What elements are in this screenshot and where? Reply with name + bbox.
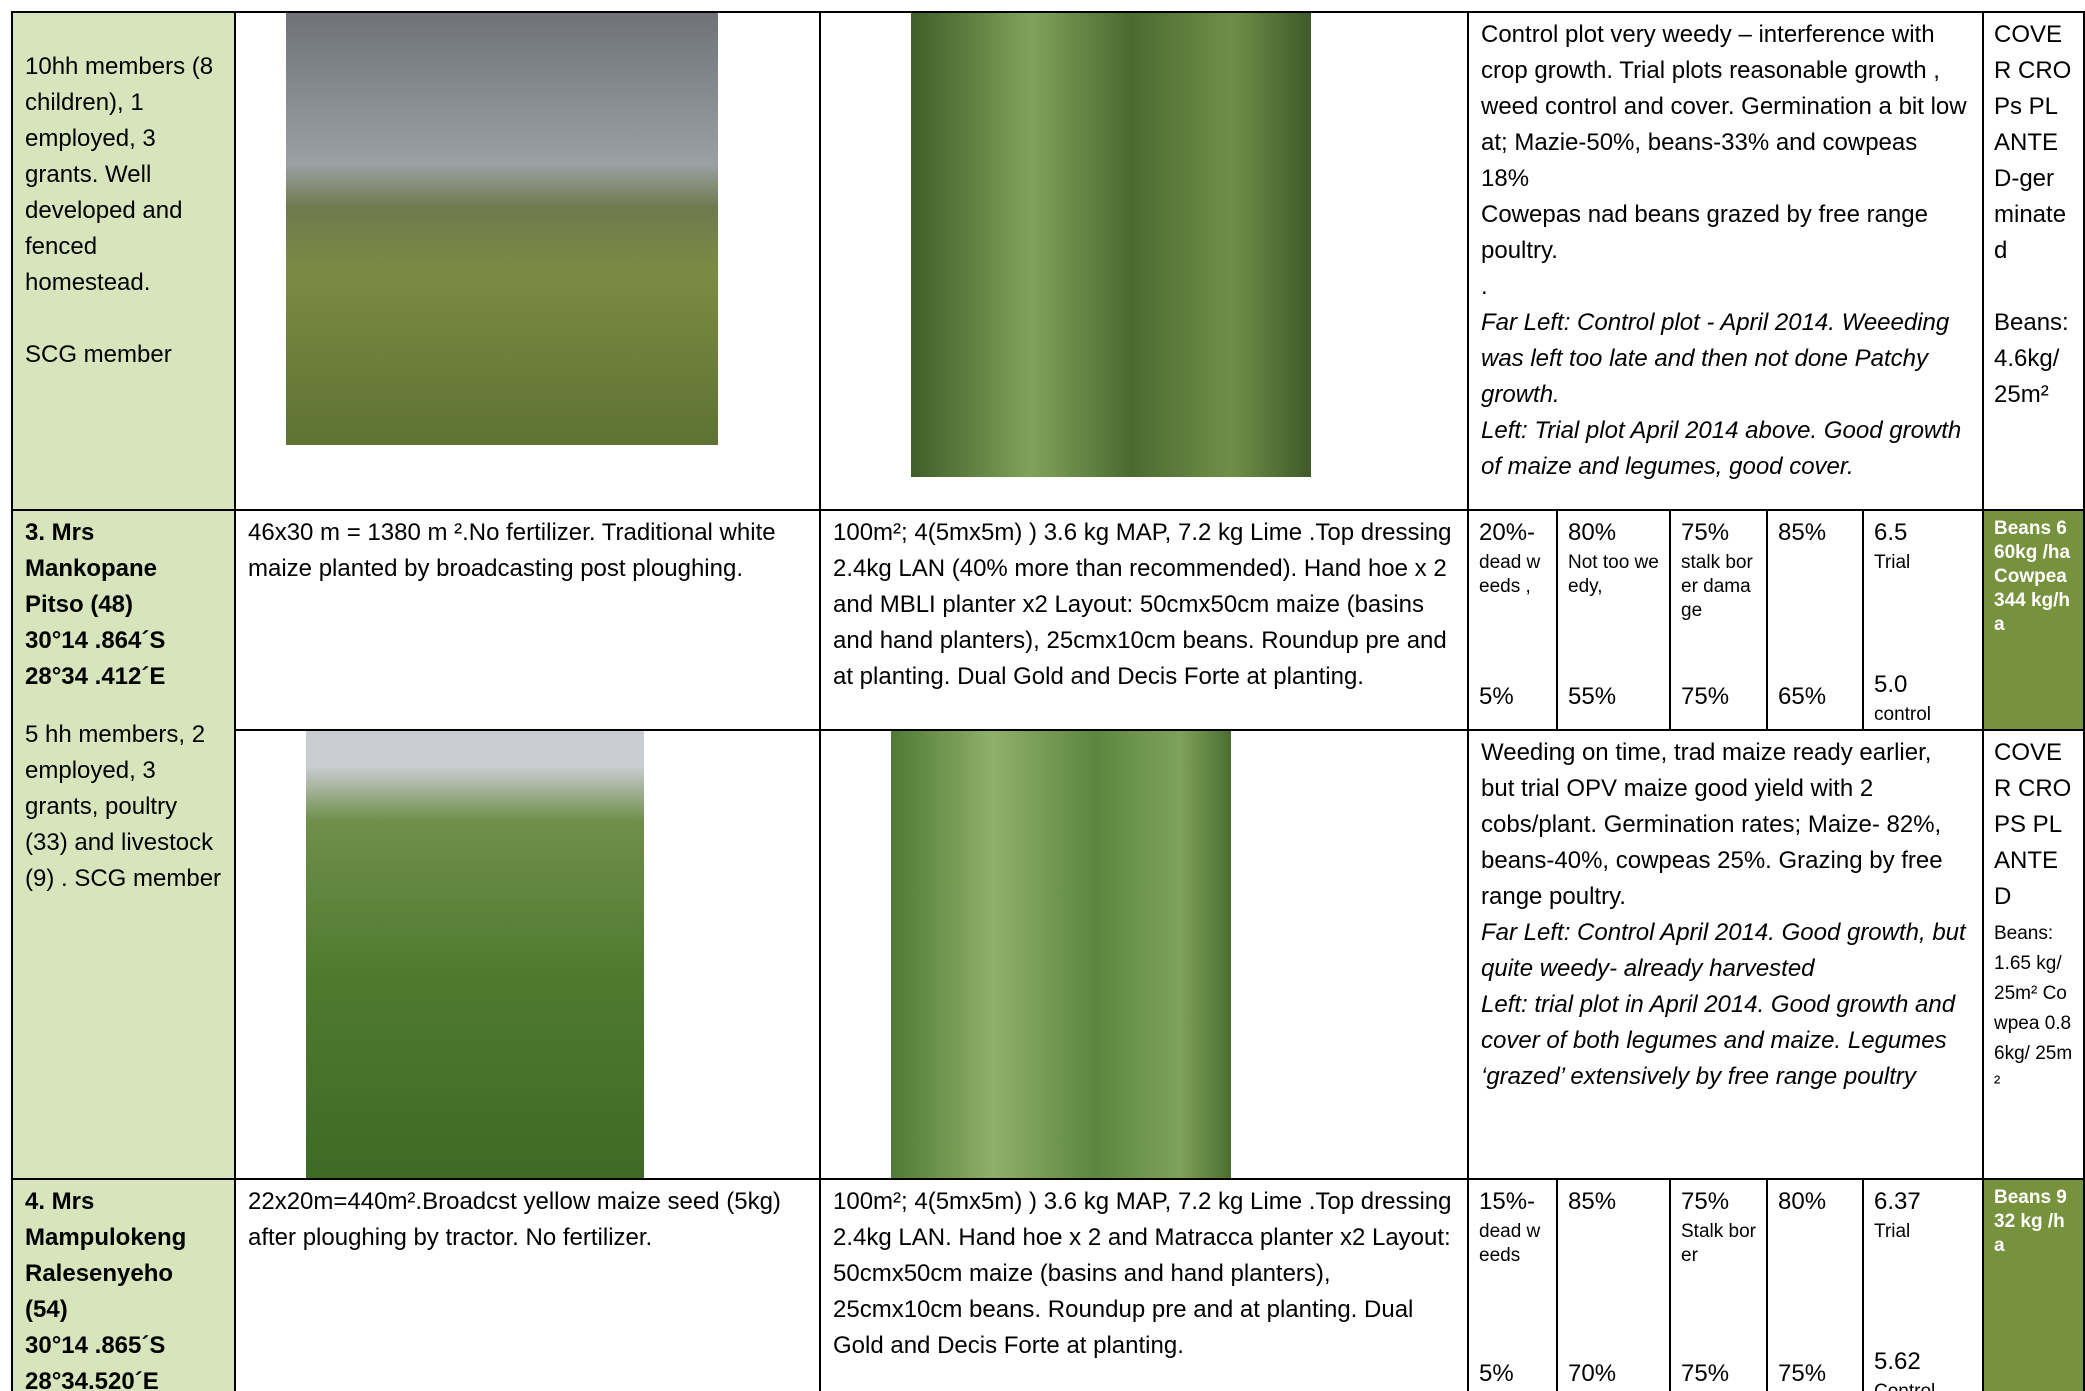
control-plot: 46x30 m = 1380 m ².No fertilizer. Tradit… [248, 519, 776, 582]
trial-plot: 100m²; 4(5mx5m) ) 3.6 kg MAP, 7.2 kg Lim… [833, 1188, 1452, 1359]
score-cell: 75% stalk borer damage 75% [1669, 509, 1768, 731]
profile: 10hh members (8 children), 1 employed, 3… [25, 53, 214, 296]
score-cell: 6.37 Trial 5.62 Control [1862, 1178, 1986, 1391]
control-score: 5.0 [1874, 671, 1908, 698]
cover-crops-cell: COVER CROPs PLANTED-germinated Beans: 4.… [1982, 11, 2085, 511]
trial-score: 20%- [1479, 519, 1536, 546]
control-score: 5% [1479, 1360, 1514, 1387]
score-cell: 80% Not too weedy, 55% [1556, 509, 1671, 731]
comments-cell: Control plot very weedy – interference w… [1467, 11, 1984, 511]
control-score: 5% [1479, 683, 1514, 710]
coordinate: 30°14 .864´S [25, 627, 166, 654]
control-score-block: 5.62 Control [1874, 1344, 1935, 1391]
photo [911, 13, 1311, 477]
comments-cell: Weeding on time, trad maize ready earlie… [1467, 729, 1984, 1180]
trial-score: 6.37 [1874, 1188, 1921, 1215]
control-score-block: 5% [1479, 1356, 1514, 1391]
trial-plot-cell: 100m²; 4(5mx5m) ) 3.6 kg MAP, 7.2 kg Lim… [819, 1178, 1469, 1391]
trial-note: dead weeds , [1479, 552, 1541, 597]
trial-score: 85% [1568, 1188, 1617, 1215]
score-cell: 15%- dead weeds 5% [1467, 1178, 1558, 1391]
cover-crops-yield: Beans: 1.65 kg/ 25m² Cowpea 0.86kg/ 25m² [1994, 923, 2073, 1094]
control-score-block: 75% [1778, 1356, 1826, 1391]
control-score: 65% [1778, 683, 1827, 710]
comment: . [1481, 273, 1488, 300]
photo [306, 731, 644, 1178]
photo [286, 13, 718, 445]
control-plot-cell: 22x20m=440m².Broadcst yellow maize seed … [234, 1178, 821, 1391]
trial-note: Trial [1874, 1221, 1911, 1242]
profile: 5 hh members, 2 employed, 3 grants, poul… [25, 721, 222, 892]
control-score-block: 5% [1479, 679, 1514, 715]
trial-note: stalk borer damage [1681, 552, 1753, 621]
coordinate: 28°34 .412´E [25, 663, 166, 690]
control-score-block: 70% [1568, 1356, 1616, 1391]
yield: Beans 932 kg /ha [1994, 1187, 2067, 1256]
farmer-cell: 3. Mrs Mankopane Pitso (48) 30°14 .864´S… [11, 509, 236, 1180]
control-score-block: 5.0 control [1874, 667, 1931, 727]
control-score: 70% [1568, 1360, 1617, 1387]
photo-cell [234, 11, 821, 511]
score-cell: 6.5 Trial 5.0 control [1862, 509, 1986, 731]
yield-cell: Beans 660kg /ha Cowpea 344 kg/ha [1982, 509, 2085, 731]
score-cell: 75% Stalk borer 75% [1669, 1178, 1768, 1391]
trial-score: 75% [1681, 1188, 1730, 1215]
trial-note: Trial [1874, 552, 1911, 573]
control-score: 75% [1681, 1360, 1730, 1387]
farmer-cell: 4. Mrs Mampulokeng Ralesenyeho (54) 30°1… [11, 1178, 236, 1391]
trial-plot-cell: 100m²; 4(5mx5m) ) 3.6 kg MAP, 7.2 kg Lim… [819, 509, 1469, 731]
cover-crops-status: COVER CROPs PLANTED-germinated [1994, 21, 2072, 264]
photo-cell [819, 11, 1469, 511]
control-score: 5.62 [1874, 1348, 1921, 1375]
trial-score: 85% [1778, 519, 1827, 546]
trial-note: dead weeds [1479, 1221, 1541, 1266]
trial-score: 80% [1568, 519, 1617, 546]
control-note: control [1874, 704, 1932, 725]
farmer-name: 3. Mrs Mankopane Pitso (48) [25, 519, 158, 618]
yield-cell: Beans 932 kg /ha [1982, 1178, 2085, 1391]
caption: Far Left: Control plot - April 2014. Wee… [1481, 309, 1950, 408]
cover-crops-cell: COVER CROPS PLANTED Beans: 1.65 kg/ 25m²… [1982, 729, 2085, 1180]
comment: Control plot very weedy – interference w… [1481, 21, 1967, 192]
control-score-block: 75% [1681, 679, 1729, 715]
coordinate: 28°34.520´E [25, 1368, 159, 1391]
trial-score: 15%- [1479, 1188, 1536, 1215]
control-score-block: 65% [1778, 679, 1826, 715]
control-score: 75% [1778, 1360, 1827, 1387]
trial-plot: 100m²; 4(5mx5m) ) 3.6 kg MAP, 7.2 kg Lim… [833, 519, 1452, 690]
control-note: Control [1874, 1380, 1935, 1391]
comment: Cowepas nad beans grazed by free range p… [1481, 201, 1928, 264]
caption: Left: trial plot in April 2014. Good gro… [1481, 991, 1956, 1090]
score-cell: 80% 75% [1766, 1178, 1864, 1391]
trial-score: 75% [1681, 519, 1730, 546]
caption: Left: Trial plot April 2014 above. Good … [1481, 417, 1962, 480]
membership: SCG member [25, 341, 172, 368]
control-plot-cell: 46x30 m = 1380 m ².No fertilizer. Tradit… [234, 509, 821, 731]
trial-score: 80% [1778, 1188, 1827, 1215]
control-score-block: 55% [1568, 679, 1616, 715]
yield: Beans 660kg /ha Cowpea 344 kg/ha [1994, 518, 2071, 635]
photo [891, 731, 1231, 1178]
photo-cell [234, 729, 821, 1180]
caption: Far Left: Control April 2014. Good growt… [1481, 919, 1966, 982]
cover-crops-yield: Beans: 4.6kg/ 25m² [1994, 309, 2069, 408]
coordinate: 30°14 .865´S [25, 1332, 166, 1359]
control-score: 55% [1568, 683, 1617, 710]
trial-score: 6.5 [1874, 519, 1908, 546]
trial-note: Stalk borer [1681, 1221, 1756, 1266]
cover-crops-status: COVER CROPS PLANTED [1994, 739, 2072, 910]
photo-cell [819, 729, 1469, 1180]
score-cell: 85% 70% [1556, 1178, 1671, 1391]
control-score-block: 75% [1681, 1356, 1729, 1391]
farmer-name: 4. Mrs Mampulokeng Ralesenyeho (54) [25, 1188, 187, 1323]
comment: Weeding on time, trad maize ready earlie… [1481, 739, 1943, 910]
score-cell: 85% 65% [1766, 509, 1864, 731]
control-score: 75% [1681, 683, 1730, 710]
trial-note: Not too weedy, [1568, 552, 1659, 597]
control-plot: 22x20m=440m².Broadcst yellow maize seed … [248, 1188, 781, 1251]
score-cell: 20%- dead weeds , 5% [1467, 509, 1558, 731]
profile-cell: 10hh members (8 children), 1 employed, 3… [11, 11, 236, 511]
